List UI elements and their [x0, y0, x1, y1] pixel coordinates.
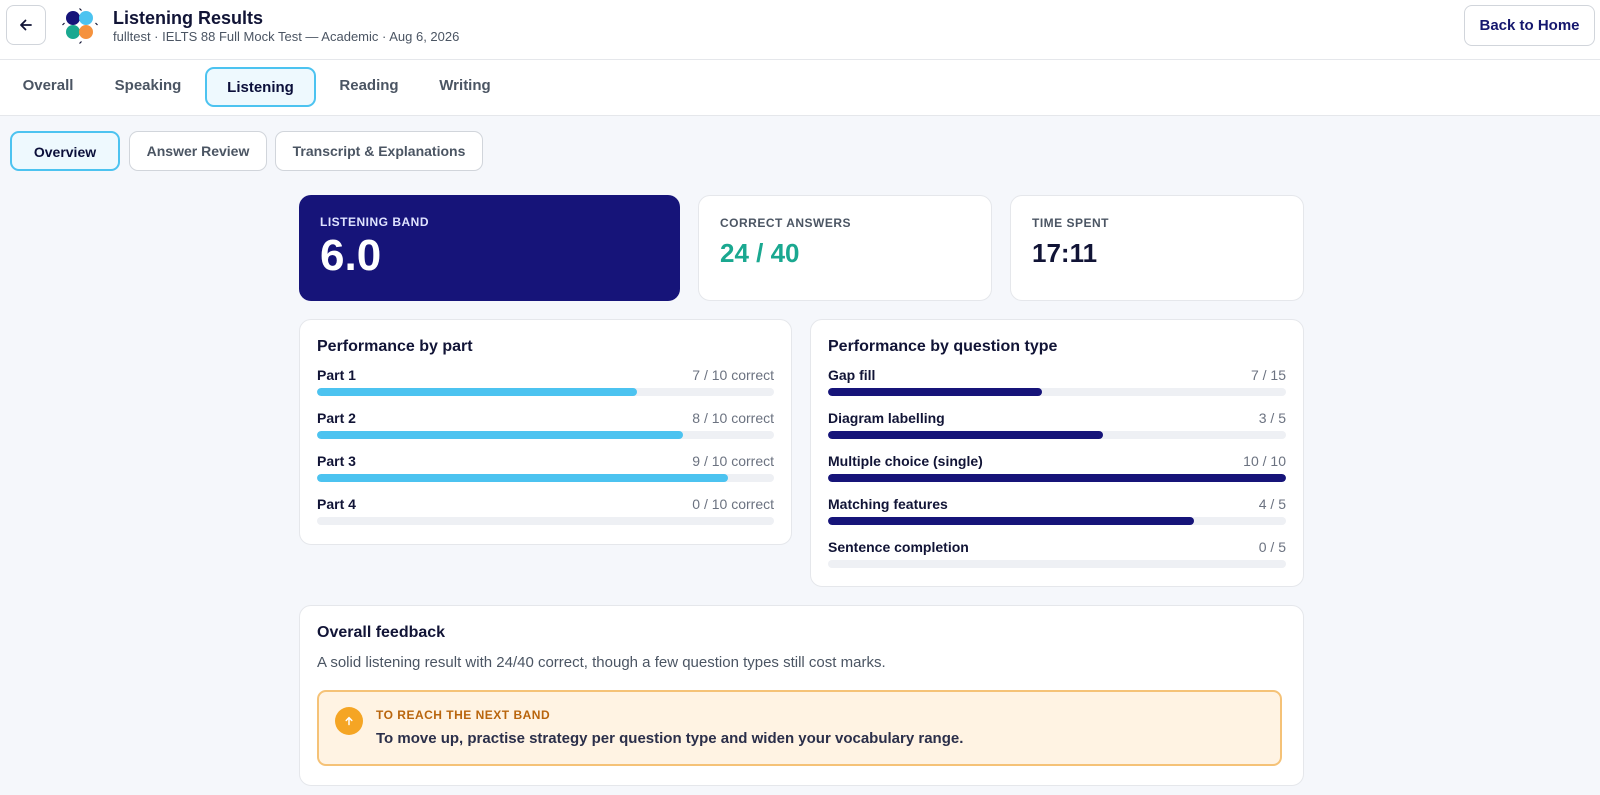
question-type-row: Multiple choice (single) 10 / 10: [828, 453, 1286, 483]
subtab-overview[interactable]: Overview: [10, 131, 120, 171]
page-title: Listening Results: [113, 8, 264, 28]
part-label: Part 2: [317, 410, 356, 426]
part-progress-track: [317, 388, 774, 396]
question-type-progress-track: [828, 474, 1286, 482]
tab-reading[interactable]: Reading: [339, 77, 399, 94]
question-type-row: Matching features 4 / 5: [828, 496, 1286, 526]
part-progress-track: [317, 517, 774, 525]
band-label: LISTENING BAND: [320, 215, 429, 229]
part-value: 9 / 10 correct: [692, 453, 774, 469]
question-type-progress-track: [828, 388, 1286, 396]
question-type-label: Diagram labelling: [828, 410, 945, 426]
app-logo-icon: [62, 8, 98, 44]
part-row: Part 2 8 / 10 correct: [317, 410, 774, 440]
question-type-label: Matching features: [828, 496, 948, 512]
question-type-row: Gap fill 7 / 15: [828, 367, 1286, 397]
performance-by-part-panel: Performance by part Part 1 7 / 10 correct…: [299, 319, 792, 545]
time-spent-value: 17:11: [1032, 238, 1098, 268]
question-type-value: 10 / 10: [1243, 453, 1286, 469]
overall-feedback-text: A solid listening result with 24/40 corr…: [317, 654, 886, 671]
question-type-value: 7 / 15: [1250, 367, 1286, 383]
question-type-value: 3 / 5: [1258, 410, 1286, 426]
question-type-progress-track: [828, 517, 1286, 525]
question-type-progress-fill: [828, 431, 1103, 439]
question-type-value: 4 / 5: [1258, 496, 1286, 512]
question-type-row: Sentence completion 0 / 5: [828, 539, 1286, 569]
part-label: Part 3: [317, 453, 356, 469]
question-type-progress-fill: [828, 388, 1042, 396]
performance-by-type-panel: Performance by question type Gap fill 7 /…: [810, 319, 1304, 587]
performance-by-part-title: Performance by part: [317, 338, 473, 355]
correct-answers-value: 24 / 40: [720, 238, 800, 268]
question-type-label: Sentence completion: [828, 539, 969, 555]
part-progress-fill: [317, 388, 637, 396]
question-type-value: 0 / 5: [1258, 539, 1286, 555]
overall-feedback-title: Overall feedback: [317, 624, 446, 641]
part-label: Part 4: [317, 496, 356, 512]
part-row: Part 4 0 / 10 correct: [317, 496, 774, 526]
tab-overall[interactable]: Overall: [22, 77, 74, 94]
listening-band-card: LISTENING BAND 6.0: [299, 195, 680, 301]
part-value: 0 / 10 correct: [692, 496, 774, 512]
arrow-left-icon: [20, 19, 32, 31]
question-type-label: Multiple choice (single): [828, 453, 983, 469]
test-subtitle: fulltest · IELTS 88 Full Mock Test — Aca…: [113, 29, 460, 44]
next-band-tip-heading: TO REACH THE NEXT BAND: [376, 708, 551, 722]
question-type-progress-track: [828, 431, 1286, 439]
tab-speaking[interactable]: Speaking: [114, 77, 182, 94]
time-spent-label: TIME SPENT: [1032, 216, 1110, 230]
part-row: Part 1 7 / 10 correct: [317, 367, 774, 397]
part-progress-fill: [317, 474, 729, 482]
arrow-up-icon: [335, 707, 363, 735]
next-band-tip: TO REACH THE NEXT BAND To move up, pract…: [317, 690, 1282, 766]
question-type-row: Diagram labelling 3 / 5: [828, 410, 1286, 440]
subtab-answer-review[interactable]: Answer Review: [129, 131, 267, 171]
correct-answers-label: CORRECT ANSWERS: [720, 216, 852, 230]
tab-listening[interactable]: Listening: [205, 67, 316, 107]
app-header: Listening Results fulltest · IELTS 88 Fu…: [0, 0, 1600, 60]
part-progress-track: [317, 431, 774, 439]
correct-answers-card: CORRECT ANSWERS 24 / 40: [698, 195, 992, 301]
question-type-label: Gap fill: [828, 367, 876, 383]
part-value: 7 / 10 correct: [692, 367, 774, 383]
back-button[interactable]: [6, 5, 46, 45]
part-value: 8 / 10 correct: [692, 410, 774, 426]
part-progress-track: [317, 474, 774, 482]
band-value: 6.0: [320, 231, 382, 280]
performance-by-type-title: Performance by question type: [828, 338, 1058, 355]
time-spent-card: TIME SPENT 17:11: [1010, 195, 1304, 301]
question-type-progress-track: [828, 560, 1286, 568]
part-label: Part 1: [317, 367, 356, 383]
overall-feedback-panel: Overall feedback A solid listening resul…: [299, 605, 1304, 786]
next-band-tip-text: To move up, practise strategy per questi…: [376, 730, 964, 747]
question-type-progress-fill: [828, 517, 1195, 525]
question-type-progress-fill: [828, 474, 1286, 482]
part-progress-fill: [317, 431, 683, 439]
back-to-home-button[interactable]: Back to Home: [1464, 5, 1595, 46]
section-tabs: Overall Speaking Listening Reading Writi…: [0, 60, 1600, 116]
subtab-transcript-explanations[interactable]: Transcript & Explanations: [275, 131, 483, 171]
tab-writing[interactable]: Writing: [439, 77, 491, 94]
part-row: Part 3 9 / 10 correct: [317, 453, 774, 483]
